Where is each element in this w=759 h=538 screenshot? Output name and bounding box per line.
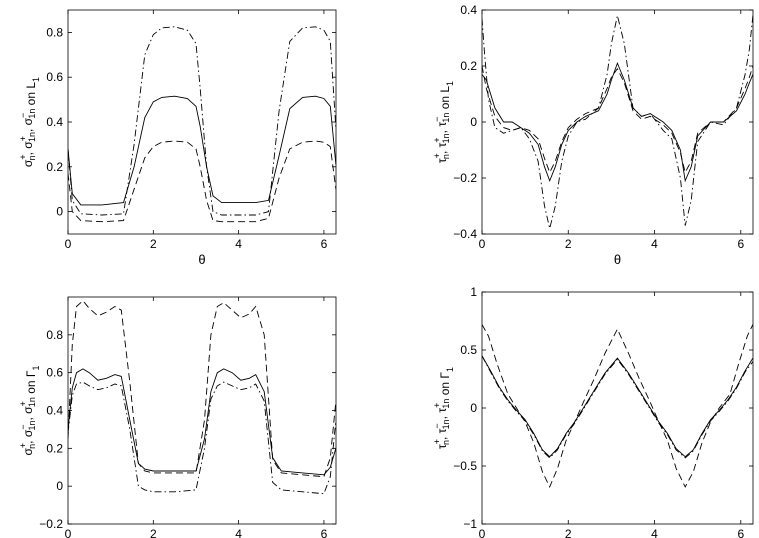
x-tick-label: 2 bbox=[150, 237, 157, 251]
x-tick-label: 4 bbox=[651, 527, 658, 538]
series-dashdot-line bbox=[68, 381, 336, 495]
y-tick-label: 0.8 bbox=[46, 25, 63, 39]
y-tick-label: −0.2 bbox=[39, 517, 63, 531]
y-tick-label: 0.4 bbox=[46, 115, 63, 129]
series-dashdot-line bbox=[482, 15, 753, 229]
y-tick-label: 0.2 bbox=[46, 160, 63, 174]
x-tick-label: 4 bbox=[235, 237, 242, 251]
x-tick-label: 6 bbox=[737, 527, 744, 538]
y-tick-label: 0 bbox=[470, 401, 477, 415]
y-tick-label: 0.8 bbox=[46, 328, 63, 342]
subplot-2: 0 2 4 6 −0.4 −0.2 0 0.2 0.4 θ τ+n, τ+1n, τ−1n on L… bbox=[432, 3, 754, 267]
series-dashed-line bbox=[482, 324, 753, 488]
y-tick-label: 0.6 bbox=[46, 70, 63, 84]
x-tick-label: 0 bbox=[65, 237, 72, 251]
y-tick-label: 0 bbox=[56, 205, 63, 219]
series-dashdot-line bbox=[68, 26, 336, 216]
x-tick-label: 2 bbox=[150, 527, 157, 538]
series-dashdot-line bbox=[482, 355, 753, 459]
y-tick-label: 0 bbox=[56, 479, 63, 493]
y-tick-label: 0 bbox=[470, 115, 477, 129]
y-tick-label: 0.4 bbox=[460, 3, 477, 17]
y-axis-label: σ+n, σ+1n, σ−1n on L1 bbox=[18, 77, 41, 167]
x-tick-label: 4 bbox=[651, 237, 658, 251]
x-tick-label: 4 bbox=[235, 527, 242, 538]
y-axis-label: τ+n, τ+1n, τ−1n on L1 bbox=[432, 81, 455, 163]
y-tick-label: 0.2 bbox=[46, 441, 63, 455]
x-tick-label: 2 bbox=[565, 237, 572, 251]
x-tick-label: 0 bbox=[479, 527, 486, 538]
x-tick-label: 0 bbox=[65, 527, 72, 538]
series-solid-line bbox=[482, 355, 753, 458]
y-axis-label: σ+n, σ−1n, σ+1n on Γ1 bbox=[18, 365, 41, 455]
y-tick-label: 0.2 bbox=[460, 59, 477, 73]
y-tick-label: 0.4 bbox=[46, 404, 63, 418]
y-axis-label: τ+n, τ−1n, τ+1n on Γ1 bbox=[432, 367, 455, 449]
y-tick-label: −0.4 bbox=[453, 227, 477, 241]
y-tick-label: −0.5 bbox=[453, 459, 477, 473]
x-tick-label: 0 bbox=[479, 237, 486, 251]
series-solid-line bbox=[68, 95, 336, 206]
subplot-1: 0 2 4 6 0 0.2 0.4 0.6 0.8 θ σ+n, σ+1n, σ−1n on L1 bbox=[18, 9, 337, 267]
y-tick-label: 1 bbox=[470, 285, 477, 299]
x-tick-label: 6 bbox=[737, 237, 744, 251]
y-tick-label: 0.6 bbox=[46, 366, 63, 380]
y-tick-label: 0.5 bbox=[460, 343, 477, 357]
axes-frame bbox=[481, 291, 754, 525]
series-solid-line bbox=[482, 61, 753, 183]
x-tick-label: 6 bbox=[321, 527, 328, 538]
series-dashed-line bbox=[68, 140, 336, 223]
x-tick-label: 6 bbox=[321, 237, 328, 251]
series-solid-line bbox=[68, 368, 336, 476]
axes-frame bbox=[67, 296, 337, 525]
y-tick-label: −1 bbox=[463, 517, 477, 531]
x-axis-label: θ bbox=[614, 252, 621, 267]
x-axis-label: θ bbox=[198, 252, 205, 267]
x-tick-label: 2 bbox=[565, 527, 572, 538]
series-dashed-line bbox=[482, 65, 753, 174]
y-tick-label: −0.2 bbox=[453, 171, 477, 185]
series-dashed-line bbox=[68, 300, 336, 478]
axes-frame bbox=[67, 9, 337, 235]
